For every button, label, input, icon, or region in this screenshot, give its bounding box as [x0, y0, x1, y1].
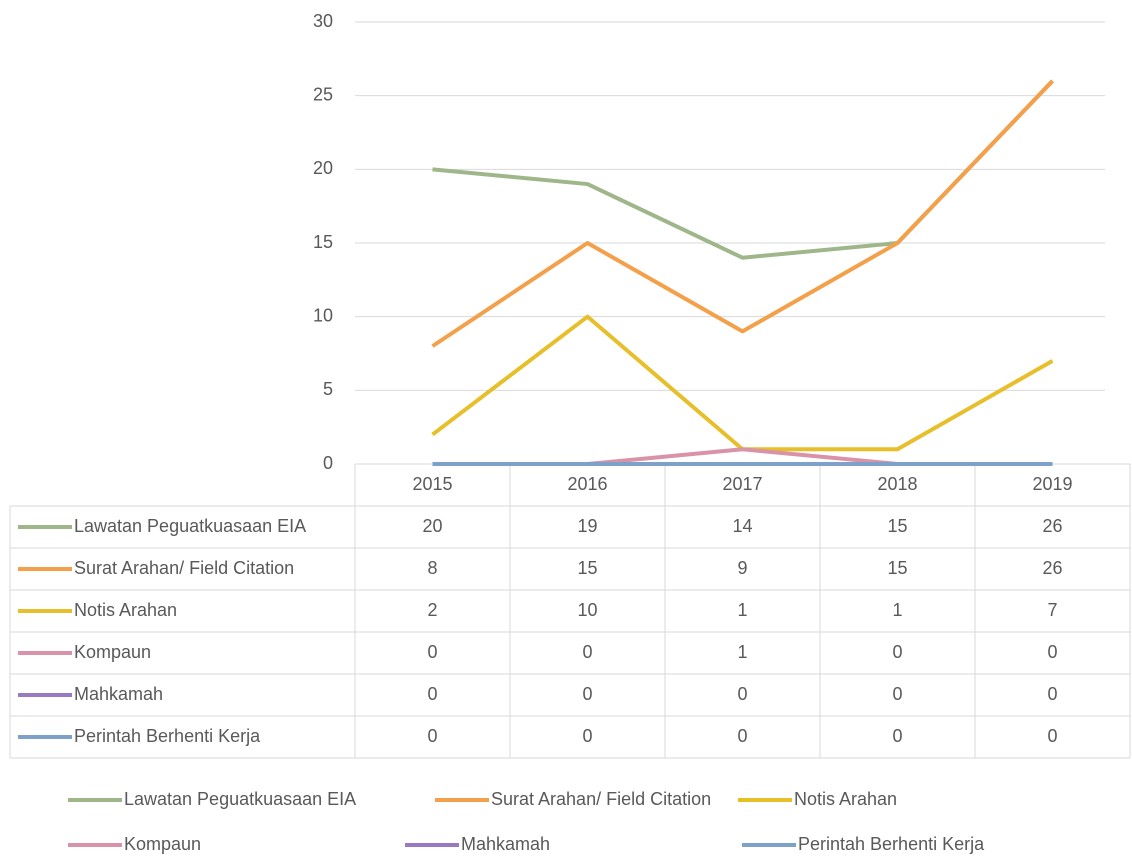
table-value: 0	[892, 726, 902, 746]
table-value: 0	[427, 684, 437, 704]
legend-label: Notis Arahan	[794, 789, 897, 809]
table-value: 14	[732, 516, 752, 536]
x-tick-label: 2018	[877, 474, 917, 494]
table-value: 20	[422, 516, 442, 536]
y-tick-label: 25	[313, 84, 333, 104]
x-tick-label: 2016	[567, 474, 607, 494]
table-value: 0	[582, 642, 592, 662]
table-value: 0	[1047, 684, 1057, 704]
table-value: 26	[1042, 558, 1062, 578]
y-tick-label: 5	[323, 379, 333, 399]
legend-label: Mahkamah	[461, 834, 550, 854]
x-tick-label: 2019	[1032, 474, 1072, 494]
table-value: 0	[582, 726, 592, 746]
table-value: 0	[1047, 642, 1057, 662]
y-tick-label: 0	[323, 453, 333, 473]
table-value: 0	[737, 684, 747, 704]
table-value: 7	[1047, 600, 1057, 620]
legend-label: Lawatan Peguatkuasaan EIA	[124, 789, 356, 809]
x-tick-label: 2017	[722, 474, 762, 494]
table-value: 8	[427, 558, 437, 578]
table-value: 10	[577, 600, 597, 620]
table-value: 26	[1042, 516, 1062, 536]
table-value: 0	[427, 726, 437, 746]
table-value: 0	[427, 642, 437, 662]
legend-label: Kompaun	[124, 834, 201, 854]
table-value: 15	[577, 558, 597, 578]
table-value: 0	[892, 642, 902, 662]
table-series-name: Mahkamah	[74, 684, 163, 704]
table-value: 9	[737, 558, 747, 578]
series-line	[432, 447, 1053, 466]
table-value: 0	[892, 684, 902, 704]
y-tick-label: 20	[313, 158, 333, 178]
y-tick-label: 15	[313, 232, 333, 252]
table-value: 0	[582, 684, 592, 704]
legend-label: Perintah Berhenti Kerja	[798, 834, 985, 854]
table-value: 19	[577, 516, 597, 536]
y-tick-label: 30	[313, 11, 333, 31]
table-value: 0	[737, 726, 747, 746]
table-value: 15	[887, 516, 907, 536]
table-series-name: Kompaun	[74, 642, 151, 662]
y-tick-label: 10	[313, 305, 333, 325]
table-value: 0	[1047, 726, 1057, 746]
table-value: 1	[892, 600, 902, 620]
legend-label: Surat Arahan/ Field Citation	[491, 789, 711, 809]
table-series-name: Notis Arahan	[74, 600, 177, 620]
table-series-name: Surat Arahan/ Field Citation	[74, 558, 294, 578]
table-value: 1	[737, 600, 747, 620]
table-series-name: Perintah Berhenti Kerja	[74, 726, 261, 746]
table-value: 2	[427, 600, 437, 620]
table-value: 15	[887, 558, 907, 578]
x-tick-label: 2015	[412, 474, 452, 494]
table-value: 1	[737, 642, 747, 662]
table-series-name: Lawatan Peguatkuasaan EIA	[74, 516, 306, 536]
series-line	[431, 79, 1054, 348]
series-line	[431, 314, 1054, 452]
